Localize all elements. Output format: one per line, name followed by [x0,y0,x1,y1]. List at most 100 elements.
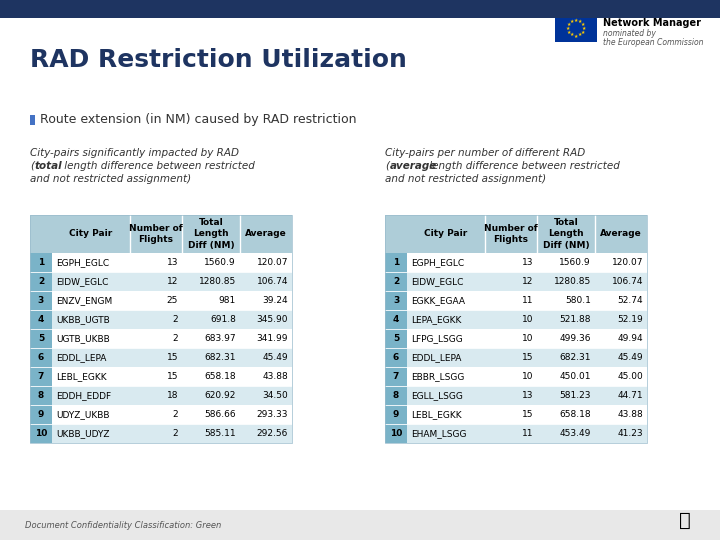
Bar [30,310,52,329]
Bar [385,405,407,424]
Text: EGPH_EGLC: EGPH_EGLC [411,258,464,267]
Bar [485,291,537,310]
Text: Document Confidentiality Classification: Green: Document Confidentiality Classification:… [25,521,221,530]
Text: ★: ★ [567,22,571,26]
Bar [130,367,182,386]
Bar [595,424,647,443]
Text: EIDW_EGLC: EIDW_EGLC [411,277,464,286]
Text: 499.36: 499.36 [559,334,591,343]
Text: (: ( [385,161,389,171]
Bar [30,405,52,424]
Text: 10: 10 [521,372,533,381]
Text: 9: 9 [38,410,44,419]
Text: 41.23: 41.23 [617,429,643,438]
Text: EHAM_LSGG: EHAM_LSGG [411,429,467,438]
Bar [182,367,240,386]
Bar [30,253,52,272]
Text: 345.90: 345.90 [256,315,288,324]
Text: LEBL_EGKK: LEBL_EGKK [411,410,462,419]
Text: 2: 2 [172,315,178,324]
Text: 2: 2 [172,410,178,419]
Bar [30,215,292,443]
Bar [485,424,537,443]
Text: length difference between restricted: length difference between restricted [426,161,620,171]
Bar [182,424,240,443]
Text: 2: 2 [38,277,44,286]
Text: 106.74: 106.74 [611,277,643,286]
Bar [52,348,130,367]
Bar [182,272,240,291]
Bar [240,310,292,329]
Text: LEPA_EGKK: LEPA_EGKK [411,315,462,324]
Bar [30,329,52,348]
Text: 6: 6 [393,353,399,362]
Bar [30,386,52,405]
Text: Number of
Flights: Number of Flights [129,224,183,244]
Bar [595,310,647,329]
Text: Total
Length
Diff (NM): Total Length Diff (NM) [188,218,234,249]
Bar [0,0,720,18]
Text: ENZV_ENGM: ENZV_ENGM [56,296,112,305]
Bar [130,405,182,424]
Text: 521.88: 521.88 [559,315,591,324]
Bar [485,367,537,386]
Text: 5: 5 [38,334,44,343]
Bar [537,424,595,443]
Text: 682.31: 682.31 [204,353,236,362]
Bar [130,291,182,310]
Text: ★: ★ [582,25,586,30]
Bar [182,386,240,405]
Text: City-pairs significantly impacted by RAD: City-pairs significantly impacted by RAD [30,148,239,158]
Bar [485,386,537,405]
Bar [240,405,292,424]
Bar [30,348,52,367]
Bar [385,215,647,443]
Text: 13: 13 [166,258,178,267]
Bar [537,405,595,424]
Text: ★: ★ [567,30,571,35]
Text: EGPH_EGLC: EGPH_EGLC [56,258,109,267]
Text: UGTB_UKBB: UGTB_UKBB [56,334,109,343]
Text: Total
Length
Diff (NM): Total Length Diff (NM) [543,218,589,249]
Bar [182,405,240,424]
Text: 292.56: 292.56 [256,429,288,438]
Bar [385,348,407,367]
Bar [485,253,537,272]
Bar [52,405,130,424]
Bar [485,348,537,367]
Text: EDDL_LEPA: EDDL_LEPA [411,353,462,362]
Text: 2: 2 [172,429,178,438]
Bar [385,424,407,443]
Text: total: total [35,161,63,171]
Text: 25: 25 [166,296,178,305]
Text: 52.74: 52.74 [617,296,643,305]
Bar [240,253,292,272]
Bar [130,272,182,291]
Bar [52,367,130,386]
Text: LEBL_EGKK: LEBL_EGKK [56,372,107,381]
Bar [537,348,595,367]
Bar [130,424,182,443]
Text: EGKK_EGAA: EGKK_EGAA [411,296,465,305]
Text: 3: 3 [393,296,399,305]
Text: 15: 15 [166,372,178,381]
Text: 15: 15 [521,410,533,419]
Text: 580.1: 580.1 [565,296,591,305]
Text: 620.92: 620.92 [204,391,236,400]
Text: EIDW_EGLC: EIDW_EGLC [56,277,109,286]
Bar [407,405,485,424]
Bar [385,291,407,310]
Bar [537,329,595,348]
Text: 1560.9: 1560.9 [204,258,236,267]
Bar [240,367,292,386]
Bar [485,329,537,348]
Bar [407,253,485,272]
Text: UKBB_UDYZ: UKBB_UDYZ [56,429,109,438]
Text: LFPG_LSGG: LFPG_LSGG [411,334,463,343]
Bar [407,272,485,291]
Text: Number of
Flights: Number of Flights [484,224,538,244]
Bar [555,14,597,42]
Bar [385,367,407,386]
Text: Network Manager: Network Manager [603,18,701,28]
Bar [407,386,485,405]
